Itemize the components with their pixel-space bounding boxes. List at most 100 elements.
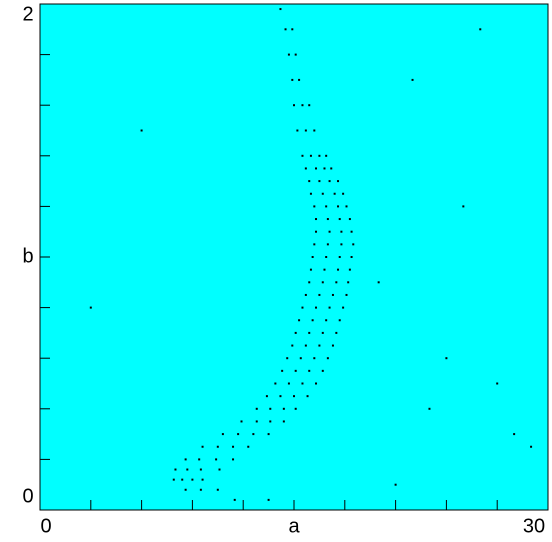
point <box>321 369 324 372</box>
point <box>321 192 324 195</box>
point <box>304 293 307 296</box>
point <box>338 319 341 322</box>
point <box>350 256 353 258</box>
point <box>291 28 294 31</box>
point <box>342 192 345 195</box>
point <box>328 230 331 233</box>
point <box>321 281 324 284</box>
point <box>348 268 351 271</box>
point <box>445 357 448 360</box>
point <box>337 205 340 208</box>
point <box>411 78 414 81</box>
point <box>330 167 333 170</box>
point <box>513 433 516 436</box>
point <box>199 488 202 491</box>
point <box>240 420 243 423</box>
point <box>172 478 175 481</box>
point <box>301 154 304 157</box>
point <box>342 306 345 309</box>
point <box>348 218 351 221</box>
point <box>174 468 177 471</box>
point <box>338 218 341 221</box>
point <box>340 243 343 246</box>
point <box>308 281 311 284</box>
point <box>315 382 318 385</box>
point <box>308 331 311 334</box>
point <box>232 445 235 448</box>
point <box>311 319 314 322</box>
point <box>215 458 218 461</box>
point <box>287 382 290 385</box>
plot-frame <box>39 3 549 511</box>
point <box>296 129 299 132</box>
point <box>191 478 194 481</box>
point <box>291 78 294 81</box>
x-tick-label: 0 <box>40 515 51 537</box>
point <box>313 205 316 208</box>
point <box>279 8 282 11</box>
point <box>350 230 353 233</box>
point <box>337 180 340 183</box>
point <box>326 218 329 221</box>
point <box>311 256 314 258</box>
point <box>333 192 336 195</box>
point <box>301 382 304 385</box>
point <box>299 357 302 360</box>
point <box>326 357 329 360</box>
point <box>340 230 343 233</box>
point <box>315 306 318 309</box>
point <box>308 104 311 107</box>
point <box>315 218 318 221</box>
point <box>313 129 316 132</box>
point <box>186 468 189 471</box>
point <box>255 420 258 423</box>
point <box>309 192 312 195</box>
point <box>462 205 465 208</box>
point <box>298 319 301 322</box>
point <box>267 498 270 501</box>
point <box>318 180 321 183</box>
point <box>331 293 334 296</box>
point <box>304 129 307 132</box>
point <box>428 407 431 410</box>
point <box>274 382 277 385</box>
point <box>282 420 285 423</box>
point <box>377 281 380 284</box>
point <box>284 28 287 31</box>
point <box>294 331 297 334</box>
point <box>315 230 318 233</box>
point <box>252 433 255 436</box>
point <box>347 281 350 284</box>
point <box>255 407 258 410</box>
point <box>293 104 295 107</box>
point <box>313 243 316 246</box>
point <box>318 293 321 296</box>
point <box>199 468 202 471</box>
point <box>201 445 204 448</box>
point <box>315 167 318 170</box>
point <box>269 407 272 410</box>
point <box>184 458 187 461</box>
y-tick-label: b <box>22 245 33 267</box>
point <box>394 483 397 486</box>
point <box>287 53 290 56</box>
point <box>323 268 326 271</box>
point <box>325 256 328 258</box>
point <box>530 445 533 448</box>
point <box>318 344 321 347</box>
point <box>279 395 282 398</box>
point <box>286 357 289 360</box>
point <box>294 53 297 56</box>
point <box>265 395 268 398</box>
y-tick-label: 0 <box>22 485 33 507</box>
point <box>294 407 297 410</box>
point <box>291 344 294 347</box>
point <box>335 331 338 334</box>
point <box>301 306 304 309</box>
point <box>294 369 297 372</box>
point <box>281 369 284 372</box>
point <box>181 478 184 481</box>
point <box>221 433 224 436</box>
x-tick-label: 30 <box>523 515 545 537</box>
point <box>338 256 341 258</box>
